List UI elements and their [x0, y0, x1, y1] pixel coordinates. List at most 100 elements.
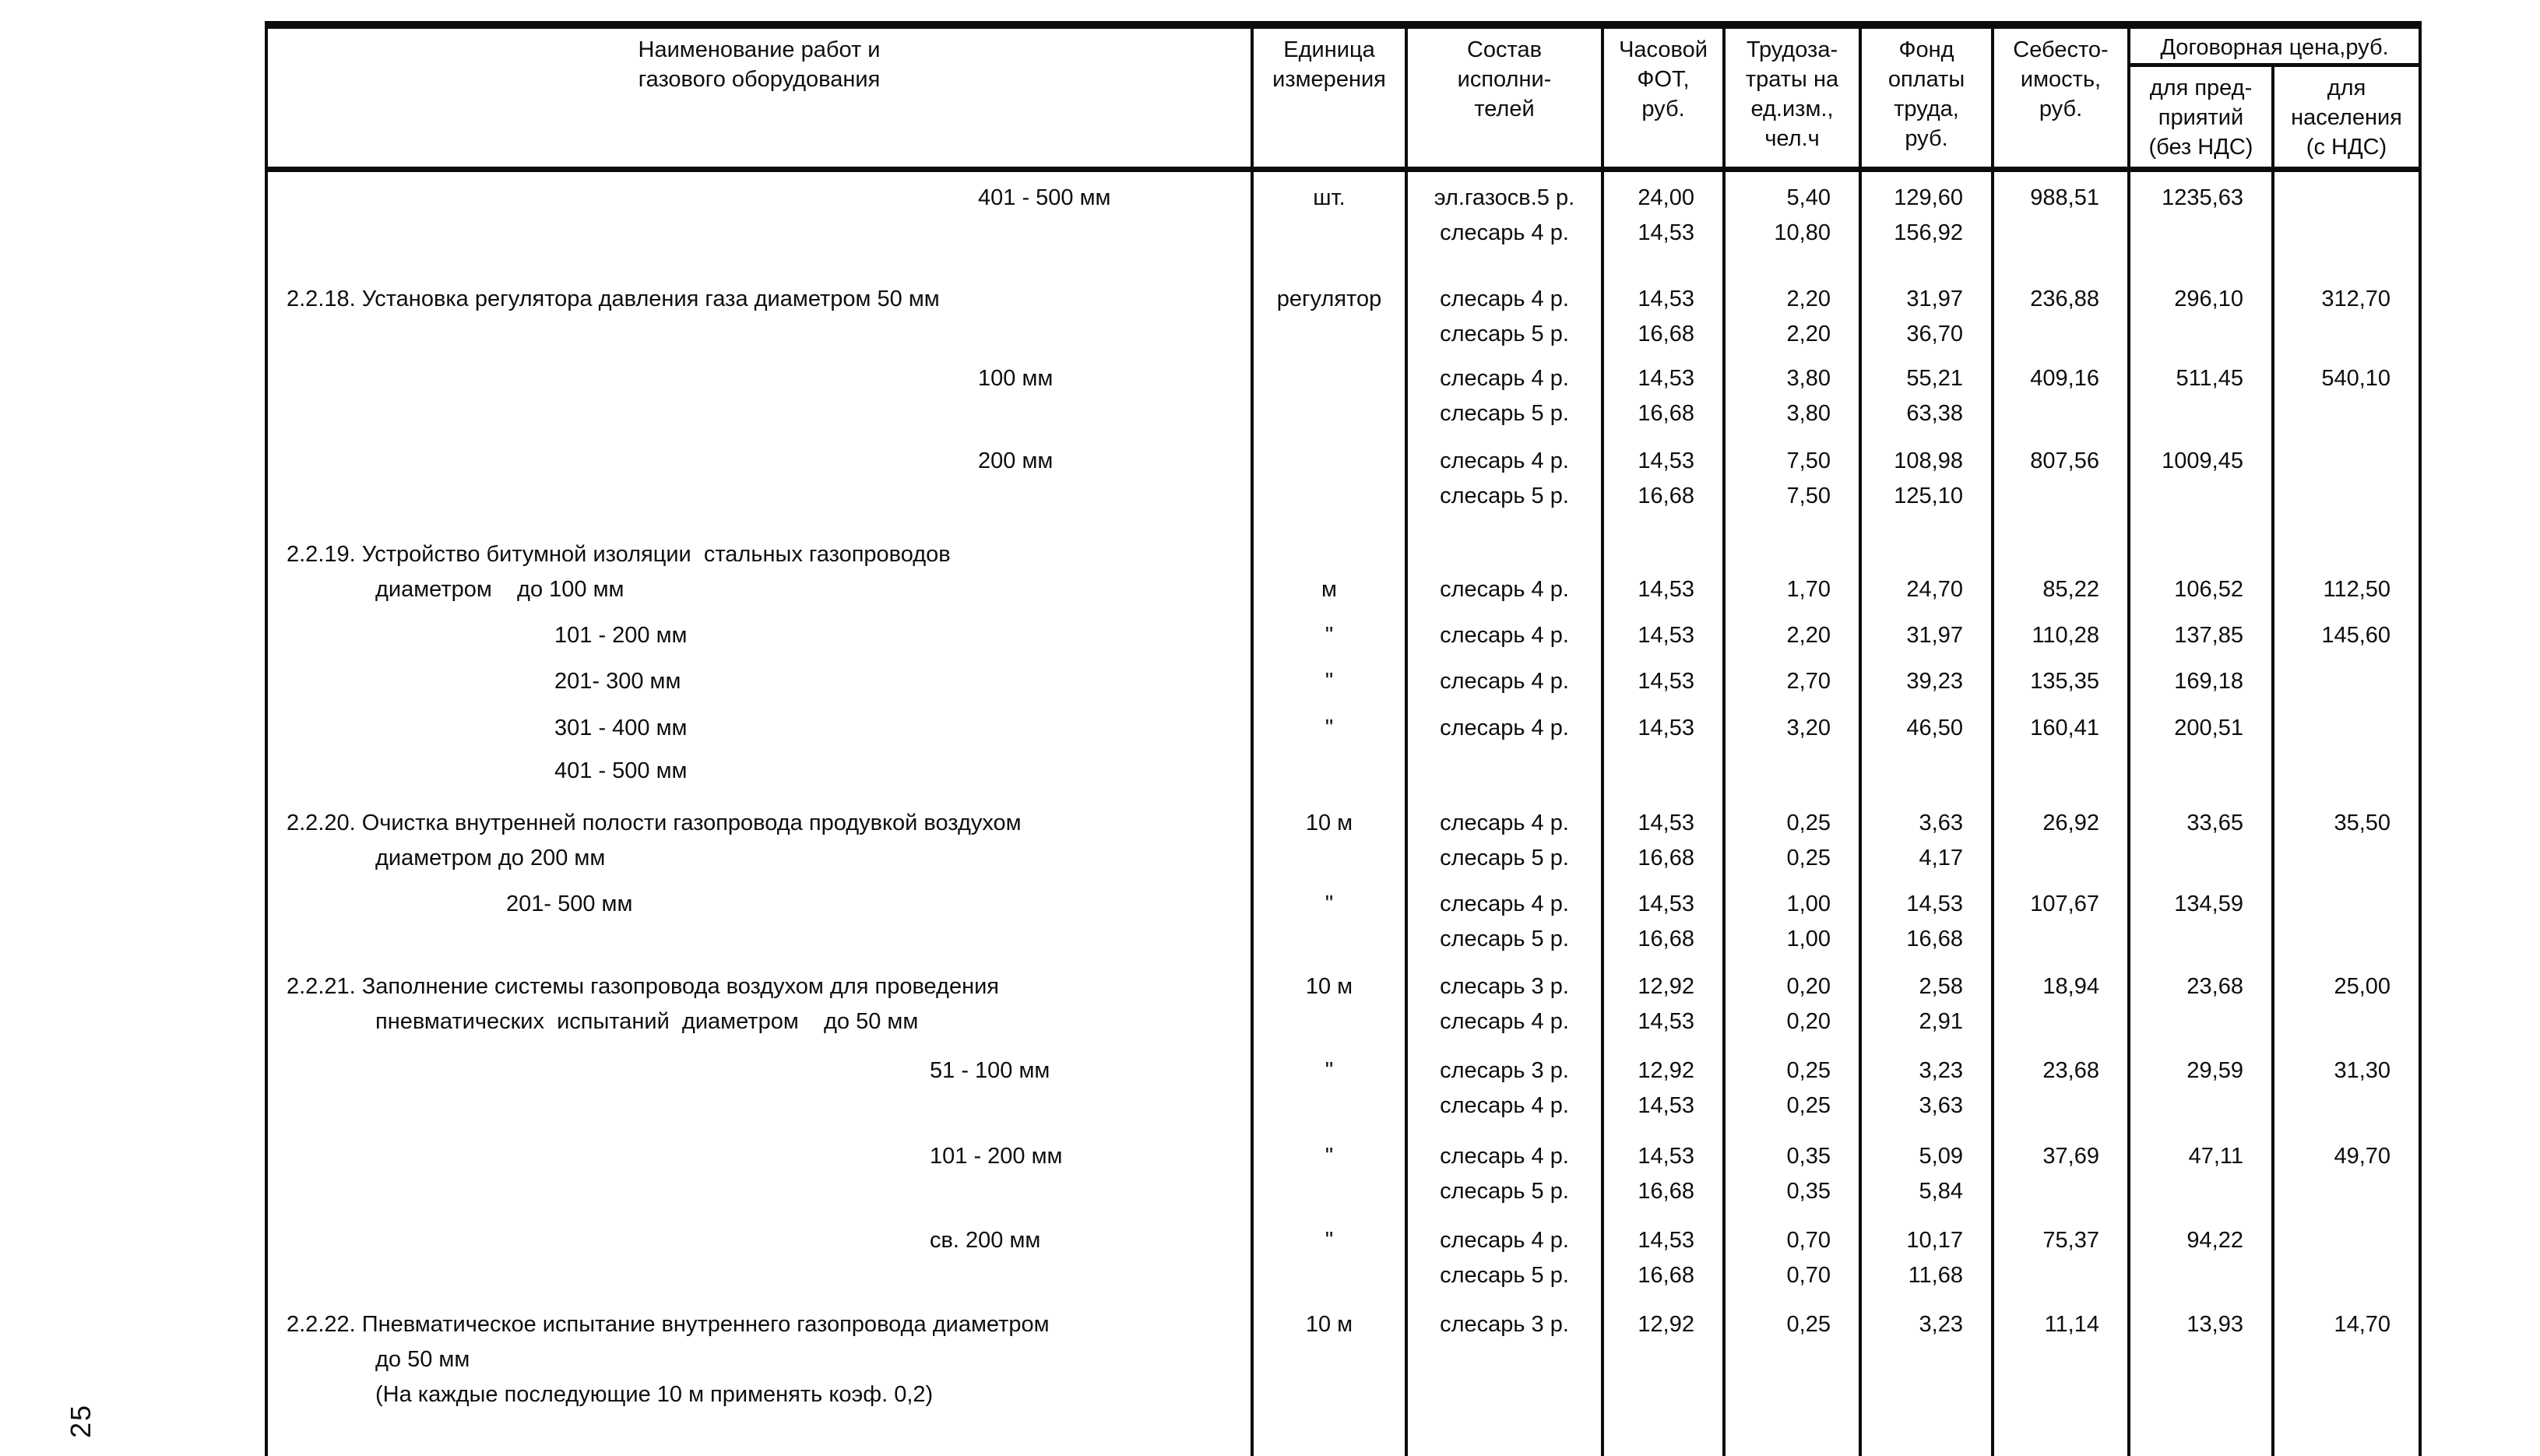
- price-population-cell: [2273, 1039, 2420, 1053]
- header-unit: Единица измерения: [1252, 25, 1408, 172]
- crew-cell: [1406, 745, 1604, 754]
- wage-fund-cell: [1860, 169, 1994, 181]
- price-population-cell: 312,70: [2321, 286, 2391, 311]
- labor-cell: [1724, 1123, 1862, 1139]
- labor-cell: 3,20: [1724, 710, 1862, 746]
- spacer-row: [266, 745, 2420, 754]
- header-contract-price: Договорная цена,руб.: [2129, 25, 2421, 67]
- work-name-cell: 101 - 200 мм: [266, 1138, 1254, 1174]
- price-population-cell: [2273, 514, 2420, 537]
- cost-cell: [1993, 351, 2130, 361]
- table-row: 401 - 500 мм: [266, 753, 2420, 789]
- wage-fund-cell: 24,70: [1860, 571, 1994, 607]
- labor-cell: [1724, 788, 1862, 806]
- price-population-cell: [2273, 216, 2420, 251]
- wage-fund-cell: [1860, 1412, 1994, 1456]
- hourly-fot-cell: 16,68: [1602, 921, 1726, 957]
- unit-cell: [1252, 956, 1408, 969]
- unit-cell: [1252, 1208, 1408, 1223]
- crew-cell: [1406, 1039, 1604, 1053]
- price-population-cell: [2273, 653, 2420, 664]
- labor-cell: 0,25: [1724, 840, 1862, 876]
- unit-cell: ": [1252, 710, 1408, 746]
- price-enterprise-cell: 94,22: [2129, 1222, 2274, 1258]
- price-enterprise-cell: [2129, 652, 2274, 664]
- cost-cell: 135,35: [1993, 663, 2130, 699]
- spacer-row: [266, 169, 2420, 181]
- work-name-cell: св. 200 мм: [266, 1222, 1254, 1258]
- work-name-cell: 301 - 400 мм: [266, 710, 1254, 746]
- work-name-cell: (На каждые последующие 10 м применять ко…: [266, 1377, 1254, 1412]
- hourly-fot-cell: [1602, 1292, 1726, 1307]
- crew-cell: [1406, 788, 1604, 806]
- cost-cell: [1993, 1039, 2130, 1053]
- hourly-fot-cell: [1602, 753, 1726, 789]
- wage-fund-cell: [1860, 1208, 1994, 1223]
- spacer-row: [266, 1292, 2420, 1307]
- work-name-cell: 201- 300 мм: [266, 663, 1254, 699]
- wage-fund-cell: [1860, 1377, 1994, 1412]
- cost-cell: [1993, 316, 2130, 352]
- cost-cell: 110,28: [1993, 617, 2130, 653]
- hourly-fot-cell: [1602, 1342, 1726, 1377]
- work-name-cell: [266, 431, 1254, 444]
- rates-table: Наименование работ и газового оборудован…: [265, 21, 2422, 1456]
- hourly-fot-cell: 14,53: [1602, 571, 1726, 607]
- wage-fund-cell: [1860, 652, 1994, 664]
- crew-cell: слесарь 4 р.: [1406, 571, 1604, 607]
- crew-cell: [1406, 1123, 1604, 1139]
- unit-cell: [1252, 351, 1408, 361]
- hourly-fot-cell: 16,68: [1602, 478, 1726, 514]
- price-population-cell: [2273, 1342, 2420, 1377]
- price-enterprise-cell: [2129, 1088, 2274, 1124]
- table-row: 101 - 200 мм " слесарь 4 р. 14,53 2,20 31,97 1…: [266, 617, 2420, 653]
- price-enterprise-cell: 511,45: [2129, 360, 2274, 396]
- price-enterprise-cell: [2129, 169, 2274, 181]
- price-enterprise-cell: [2129, 250, 2274, 282]
- cost-cell: [1993, 753, 2130, 789]
- price-enterprise-cell: 23,68: [2129, 969, 2274, 1004]
- wage-fund-cell: [1860, 788, 1994, 806]
- price-population-cell: [2273, 352, 2420, 361]
- crew-cell: [1406, 1208, 1604, 1223]
- wage-fund-cell: 14,53: [1860, 886, 1994, 922]
- unit-cell: 10 м: [1252, 1307, 1408, 1342]
- labor-cell: [1724, 536, 1862, 572]
- work-name-cell: [266, 169, 1254, 181]
- crew-cell: [1406, 169, 1604, 181]
- labor-cell: 0,25: [1724, 1053, 1862, 1088]
- hourly-fot-cell: 16,68: [1602, 1257, 1726, 1293]
- work-name-cell: [266, 652, 1254, 664]
- wage-fund-cell: 129,60: [1860, 180, 1994, 216]
- price-enterprise-cell: [2129, 513, 2274, 537]
- unit-cell: [1252, 1039, 1408, 1053]
- unit-cell: [1252, 478, 1408, 514]
- price-enterprise-cell: [2129, 956, 2274, 969]
- unit-cell: [1252, 1342, 1408, 1377]
- price-enterprise-cell: [2129, 536, 2274, 572]
- labor-cell: 7,50: [1724, 443, 1862, 479]
- crew-cell: слесарь 3 р.: [1406, 1307, 1604, 1342]
- work-name-cell: [266, 1088, 1254, 1124]
- labor-cell: 0,25: [1724, 805, 1862, 841]
- price-enterprise-cell: [2129, 1257, 2274, 1293]
- price-population-cell: [2273, 1412, 2420, 1456]
- cost-cell: [1993, 1292, 2130, 1307]
- unit-cell: [1252, 1257, 1408, 1293]
- price-population-cell: [2273, 1124, 2420, 1139]
- wage-fund-cell: [1860, 607, 1994, 618]
- price-population-cell: [2273, 1174, 2420, 1209]
- crew-cell: слесарь 3 р.: [1406, 1053, 1604, 1088]
- wage-fund-cell: 39,23: [1860, 663, 1994, 699]
- crew-cell: [1406, 1377, 1604, 1412]
- hourly-fot-cell: 14,53: [1602, 805, 1726, 841]
- table-row: 100 мм слесарь 4 р. 14,53 3,80 55,21 409,16 51…: [266, 360, 2420, 396]
- unit-cell: ": [1252, 886, 1408, 922]
- header-labor: Трудоза- траты на ед.изм., чел.ч: [1724, 25, 1862, 172]
- price-enterprise-cell: [2129, 1412, 2274, 1456]
- labor-cell: 0,20: [1724, 1004, 1862, 1039]
- price-enterprise-cell: [2129, 396, 2274, 431]
- unit-cell: [1252, 1377, 1408, 1412]
- page-number: 25: [65, 1403, 97, 1438]
- cost-cell: 11,14: [1993, 1307, 2130, 1342]
